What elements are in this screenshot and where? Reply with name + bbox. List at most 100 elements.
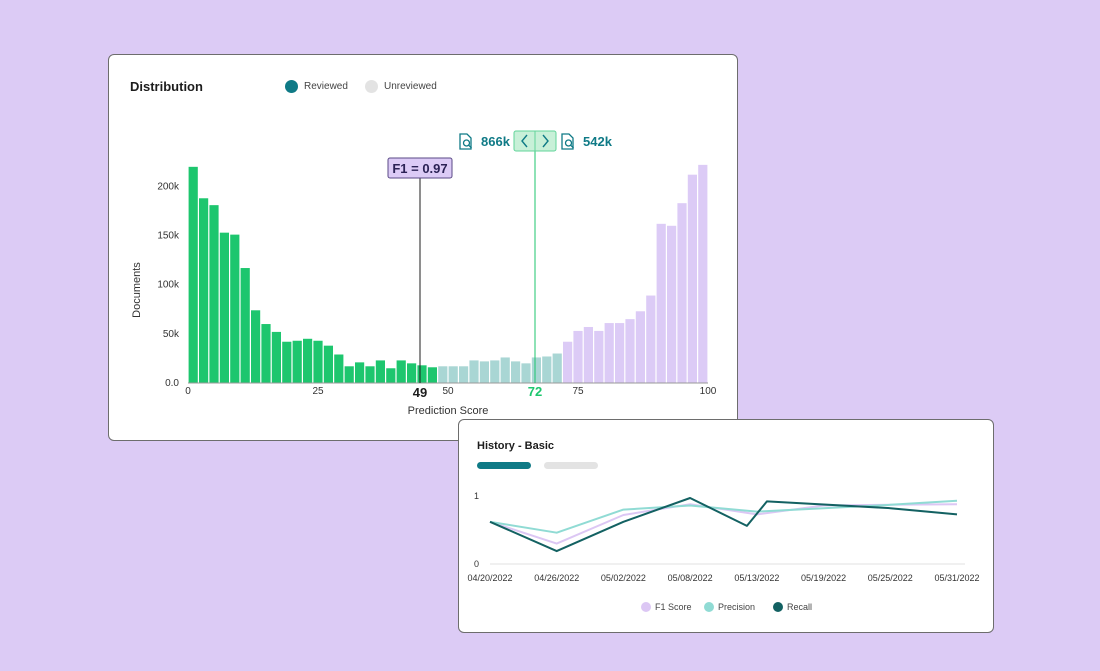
x-tick-label: 04/26/2022 xyxy=(534,573,579,583)
threshold-low-label: 49 xyxy=(413,385,427,400)
legend-reviewed-label: Reviewed xyxy=(304,81,348,92)
legend-dot xyxy=(641,602,651,612)
histogram-bar xyxy=(199,198,209,383)
y-axis-label: Documents xyxy=(131,262,143,318)
histogram-bar xyxy=(407,363,417,383)
histogram-bar xyxy=(667,225,677,383)
histogram-bar xyxy=(615,323,625,383)
x-tick-label: 05/19/2022 xyxy=(801,573,846,583)
histogram-bar xyxy=(417,365,427,383)
y-tick-label: 100k xyxy=(157,280,180,291)
x-tick-label: 04/20/2022 xyxy=(467,573,512,583)
legend-dot xyxy=(773,602,783,612)
histogram-bar xyxy=(646,295,656,383)
f1-label: F1 = 0.97 xyxy=(392,161,447,176)
histogram-bar xyxy=(594,330,604,383)
histogram-bar xyxy=(292,340,302,383)
histogram-bar xyxy=(375,360,385,383)
x-tick-label: 05/02/2022 xyxy=(601,573,646,583)
histogram-bar xyxy=(583,326,593,383)
histogram-bar xyxy=(698,164,708,383)
histogram-bar xyxy=(334,354,344,383)
histogram-bar xyxy=(573,330,583,383)
x-tick-label: 05/13/2022 xyxy=(734,573,779,583)
history-chart: 0 1 04/20/2022 04/26/2022 05/02/2022 05/08/20… xyxy=(467,491,980,612)
histogram-bar xyxy=(479,361,489,383)
x-tick-label: 100 xyxy=(700,386,717,397)
histogram-bar xyxy=(604,323,614,383)
legend-unreviewed-dot xyxy=(365,80,378,93)
histogram-bar xyxy=(251,310,261,383)
legend-reviewed[interactable]: Reviewed xyxy=(285,80,348,93)
legend-label[interactable]: Precision xyxy=(718,602,755,612)
histogram-bar xyxy=(521,363,531,383)
document-search-icon xyxy=(459,133,472,150)
histogram-bar xyxy=(396,360,406,383)
histogram-bar xyxy=(542,356,552,383)
left-count: 866k xyxy=(481,134,511,149)
history-tab-inactive[interactable] xyxy=(544,462,598,469)
distribution-title: Distribution xyxy=(130,79,203,94)
y-tick-label: 0 xyxy=(474,559,479,569)
legend-label[interactable]: Recall xyxy=(787,602,812,612)
histogram-bar xyxy=(303,338,313,383)
histogram-bar xyxy=(490,360,500,383)
threshold-high-label: 72 xyxy=(528,384,542,399)
y-tick-label: 150k xyxy=(157,231,180,242)
histogram-bar xyxy=(511,361,521,383)
history-title: History - Basic xyxy=(477,440,555,452)
document-search-icon xyxy=(561,133,574,150)
histogram-bar xyxy=(219,232,229,383)
histogram-bar xyxy=(625,319,635,383)
legend-reviewed-dot xyxy=(285,80,298,93)
histogram-bar xyxy=(344,366,354,383)
x-tick-label: 0 xyxy=(185,386,191,397)
distribution-chart: 0.0 50k 100k 150k 200k 0 25 50 75 100 Prediction S… xyxy=(131,130,717,417)
histogram-bar xyxy=(209,205,219,383)
histogram-bar xyxy=(635,311,645,383)
chevron-right-icon[interactable] xyxy=(542,134,549,148)
histogram-bar xyxy=(469,360,479,383)
histogram-bar xyxy=(438,366,448,383)
histogram-bar xyxy=(500,357,510,383)
chevron-left-icon[interactable] xyxy=(521,134,528,148)
histogram-bar xyxy=(355,362,365,383)
histogram-bar xyxy=(323,345,333,383)
y-tick-label: 50k xyxy=(163,329,180,340)
histogram-bar xyxy=(230,234,240,383)
series-line-f1-score xyxy=(489,503,958,545)
histogram-bar xyxy=(448,366,458,383)
history-card: History - Basic 0 1 04/20/2022 04/26/2022 05… xyxy=(458,419,994,633)
x-tick-label: 05/31/2022 xyxy=(934,573,979,583)
x-tick-label: 50 xyxy=(442,386,454,397)
x-tick-label: 25 xyxy=(312,386,324,397)
legend-dot xyxy=(704,602,714,612)
y-tick-label: 0.0 xyxy=(165,378,179,389)
f1-badge xyxy=(387,157,453,179)
histogram-bar xyxy=(365,366,375,383)
x-tick-label: 05/08/2022 xyxy=(668,573,713,583)
histogram-bar xyxy=(563,341,573,383)
series-line-recall xyxy=(489,497,958,553)
histogram-bar xyxy=(531,357,541,383)
histogram-bar xyxy=(427,367,437,383)
legend-unreviewed[interactable]: Unreviewed xyxy=(365,80,437,93)
series-line-precision xyxy=(489,499,958,534)
x-tick-label: 05/25/2022 xyxy=(868,573,913,583)
distribution-card: Distribution Reviewed Unreviewed 0.0 50k 1… xyxy=(108,54,738,441)
legend-unreviewed-label: Unreviewed xyxy=(384,81,437,92)
histogram-bar xyxy=(552,353,562,383)
x-tick-label: 75 xyxy=(572,386,584,397)
legend-label[interactable]: F1 Score xyxy=(655,602,692,612)
y-tick-label: 1 xyxy=(474,491,479,501)
histogram-bar xyxy=(459,366,469,383)
histogram-bar xyxy=(240,268,250,383)
y-tick-label: 200k xyxy=(157,181,180,192)
histogram-bar xyxy=(188,166,198,383)
x-axis-label: Prediction Score xyxy=(408,405,489,417)
histogram-bar xyxy=(261,324,271,383)
right-count: 542k xyxy=(583,134,613,149)
history-tab-active[interactable] xyxy=(477,462,531,469)
histogram-bar xyxy=(271,331,281,383)
histogram-bar xyxy=(656,223,666,383)
